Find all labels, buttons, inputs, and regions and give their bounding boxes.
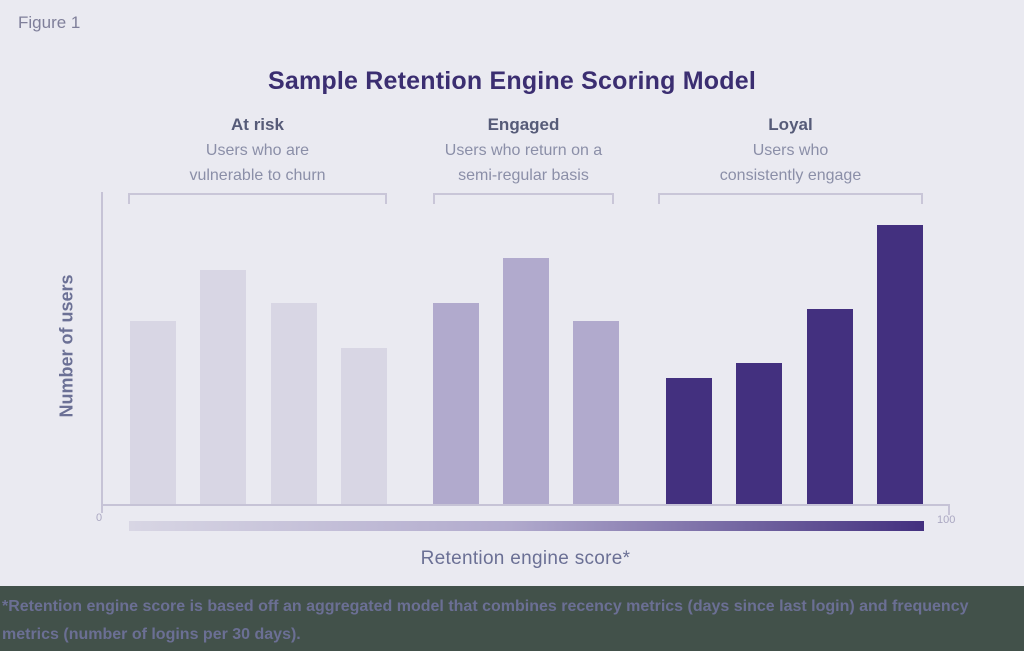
group-header-engaged: Engaged Users who return on a semi-regul… — [433, 115, 614, 204]
group-description-line: Users who — [752, 142, 829, 159]
bar — [270, 303, 317, 504]
bar-group-loyal — [666, 204, 923, 504]
group-description-line: Users who return on a — [444, 142, 603, 159]
x-axis-label: Retention engine score* — [420, 548, 631, 569]
bar — [806, 309, 853, 504]
bar-group-at-risk — [130, 204, 387, 504]
group-label: At risk — [231, 115, 284, 134]
group-description-line: vulnerable to churn — [189, 167, 326, 184]
score-gradient-bar — [129, 521, 924, 531]
group-bracket — [433, 193, 614, 204]
x-axis-line — [101, 504, 950, 506]
x-axis-tick-100: 100 — [937, 514, 956, 526]
footnote: *Retention engine score is based off an … — [0, 586, 1024, 651]
group-description-line: semi-regular basis — [458, 167, 589, 184]
x-axis-tick-0: 0 — [96, 512, 103, 524]
y-axis-line — [101, 192, 103, 513]
group-description-line: Users who are — [205, 142, 310, 159]
group-header-loyal: Loyal Users who consistently engage — [658, 115, 923, 204]
bar — [666, 378, 712, 504]
figure-label: Figure 1 — [18, 13, 81, 32]
group-label: Loyal — [768, 115, 813, 134]
bar — [340, 348, 387, 504]
footnote-line: *Retention engine score is based off an … — [2, 598, 969, 615]
bar — [736, 363, 783, 504]
group-bracket — [658, 193, 923, 204]
chart-title: Sample Retention Engine Scoring Model — [267, 66, 756, 95]
bar — [200, 270, 247, 504]
group-description-line: consistently engage — [719, 167, 862, 184]
footnote-line: metrics (number of logins per 30 days). — [2, 626, 301, 643]
x-axis-end-tick — [948, 504, 950, 515]
group-label: Engaged — [487, 115, 560, 134]
bar — [433, 303, 479, 504]
bar — [876, 225, 923, 504]
y-axis-label: Number of users — [56, 274, 77, 418]
bar-group-engaged — [433, 204, 619, 504]
bar — [503, 258, 549, 504]
bar — [130, 321, 176, 504]
bar — [573, 321, 619, 504]
group-bracket — [128, 193, 387, 204]
group-header-at-risk: At risk Users who are vulnerable to chur… — [128, 115, 387, 204]
